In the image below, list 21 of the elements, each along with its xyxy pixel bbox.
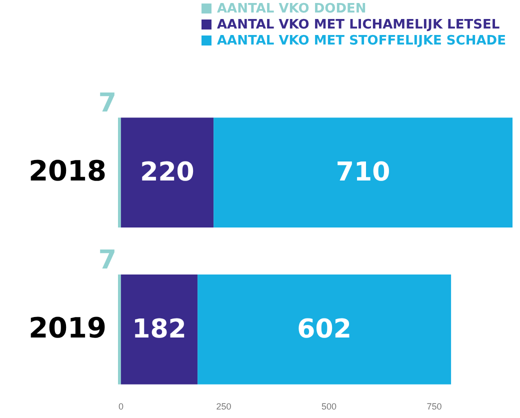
bar xyxy=(118,118,121,228)
x-tick-label: 500 xyxy=(322,402,337,412)
y-tick-label: 2018 xyxy=(28,154,106,188)
data-label: 7 xyxy=(98,245,117,276)
bar xyxy=(120,118,214,228)
legend-label: AANTAL VKO DODEN xyxy=(217,2,366,16)
bar xyxy=(198,274,452,384)
data-label: 602 xyxy=(297,314,352,344)
legend-label: AANTAL VKO MET STOFFELIJKE SCHADE xyxy=(217,34,506,48)
data-label: 220 xyxy=(140,158,194,188)
legend-label: AANTAL VKO MET LICHAMELIJK LETSEL xyxy=(217,18,500,32)
data-label: 710 xyxy=(336,158,390,188)
data-label: 7 xyxy=(98,88,117,119)
x-tick-label: 250 xyxy=(216,402,232,412)
bar xyxy=(214,118,513,228)
data-label: 182 xyxy=(132,314,186,344)
bar xyxy=(120,274,198,384)
bar xyxy=(118,274,121,384)
x-tick-label: 0 xyxy=(118,402,124,412)
x-tick-label: 750 xyxy=(426,402,442,412)
y-tick-label: 2019 xyxy=(28,311,106,344)
